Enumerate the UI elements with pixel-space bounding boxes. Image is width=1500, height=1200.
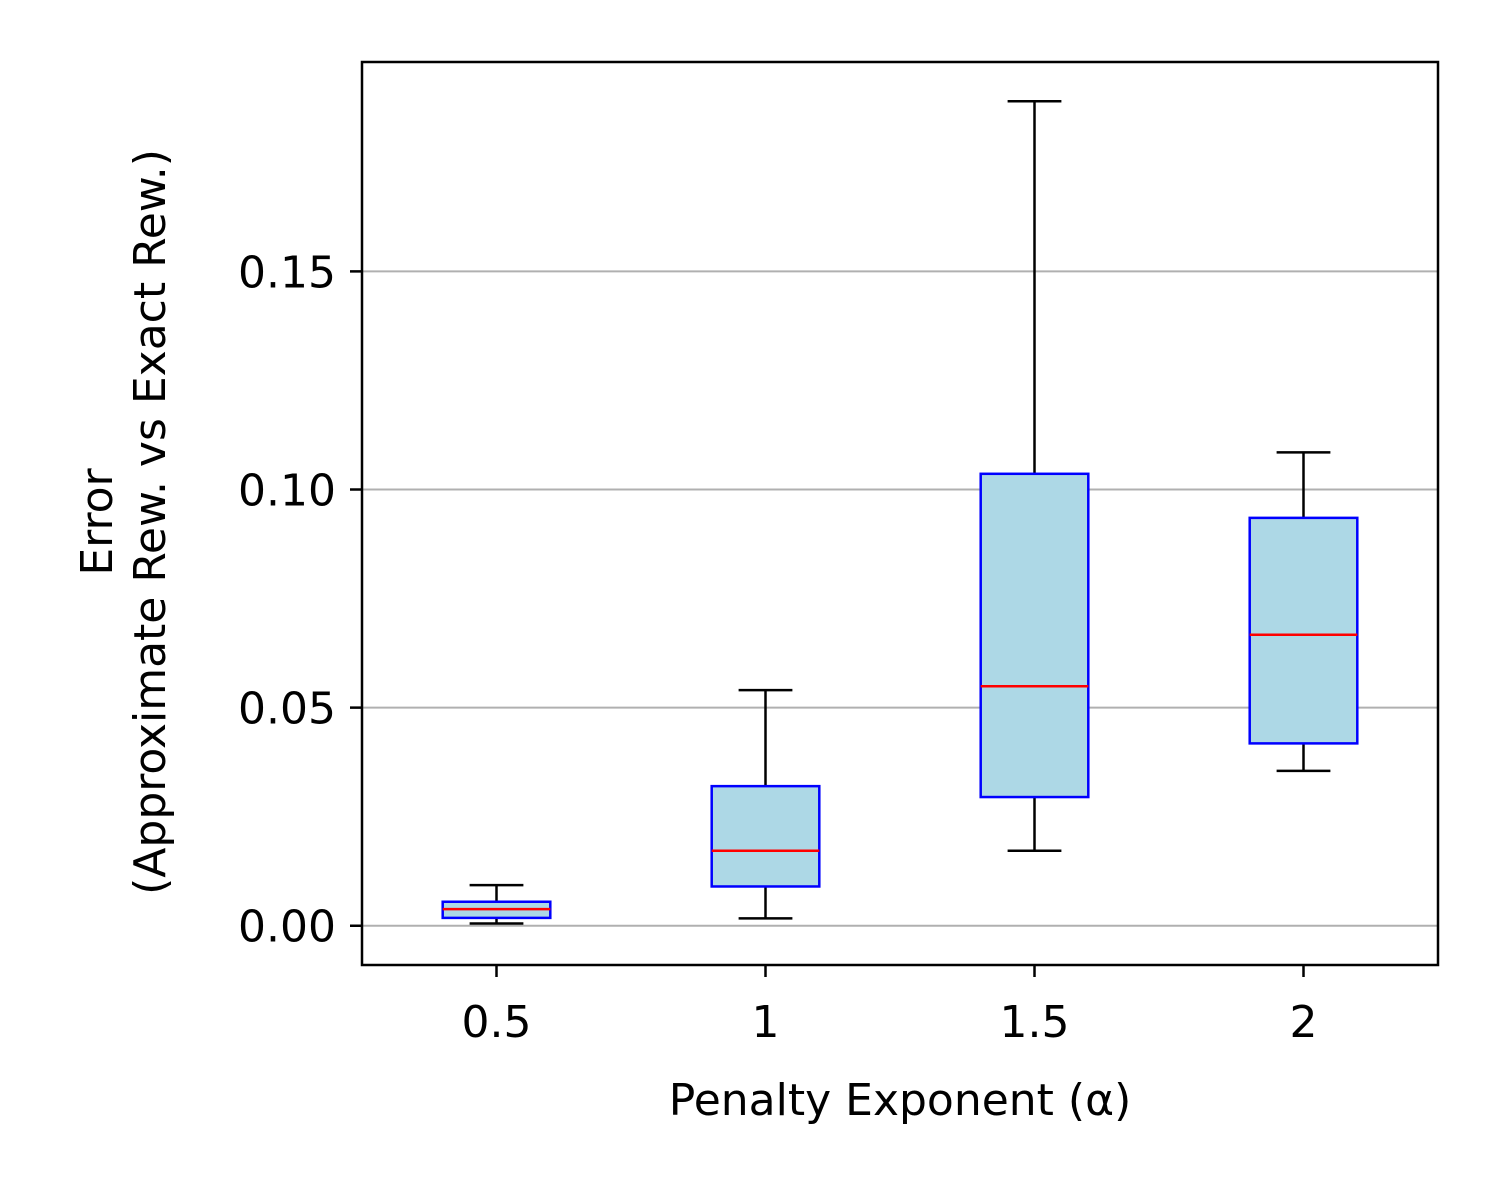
x-axis-ticks: 0.5 1 1.5 2	[462, 965, 1318, 1048]
y-axis-ticks: 0.00 0.05 0.10 0.15	[238, 247, 362, 953]
x-tick-label: 2	[1290, 997, 1318, 1048]
x-tick-label: 0.5	[462, 997, 532, 1048]
y-tick-label: 0.05	[238, 684, 336, 735]
y-tick-label: 0.00	[238, 902, 336, 953]
y-tick-label: 0.15	[238, 247, 336, 298]
box-series	[441, 100, 1359, 925]
x-axis-label: Penalty Exponent (α)	[669, 1075, 1132, 1126]
box-iqr	[710, 784, 821, 888]
box-group	[441, 883, 552, 925]
y-tick-label: 0.10	[238, 466, 336, 517]
x-tick-label: 1	[752, 997, 780, 1048]
x-tick-label: 1.5	[1000, 997, 1070, 1048]
box-group	[1248, 451, 1359, 773]
plot-area-frame	[360, 60, 1440, 967]
box-group	[979, 100, 1090, 852]
box-iqr	[979, 472, 1090, 799]
box-group	[710, 688, 821, 920]
y-axis-label-line2: (Approximate Rew. vs Exact Rew.)	[125, 149, 176, 895]
box-iqr	[1248, 516, 1359, 745]
y-axis-label-line1: Error	[72, 467, 123, 575]
